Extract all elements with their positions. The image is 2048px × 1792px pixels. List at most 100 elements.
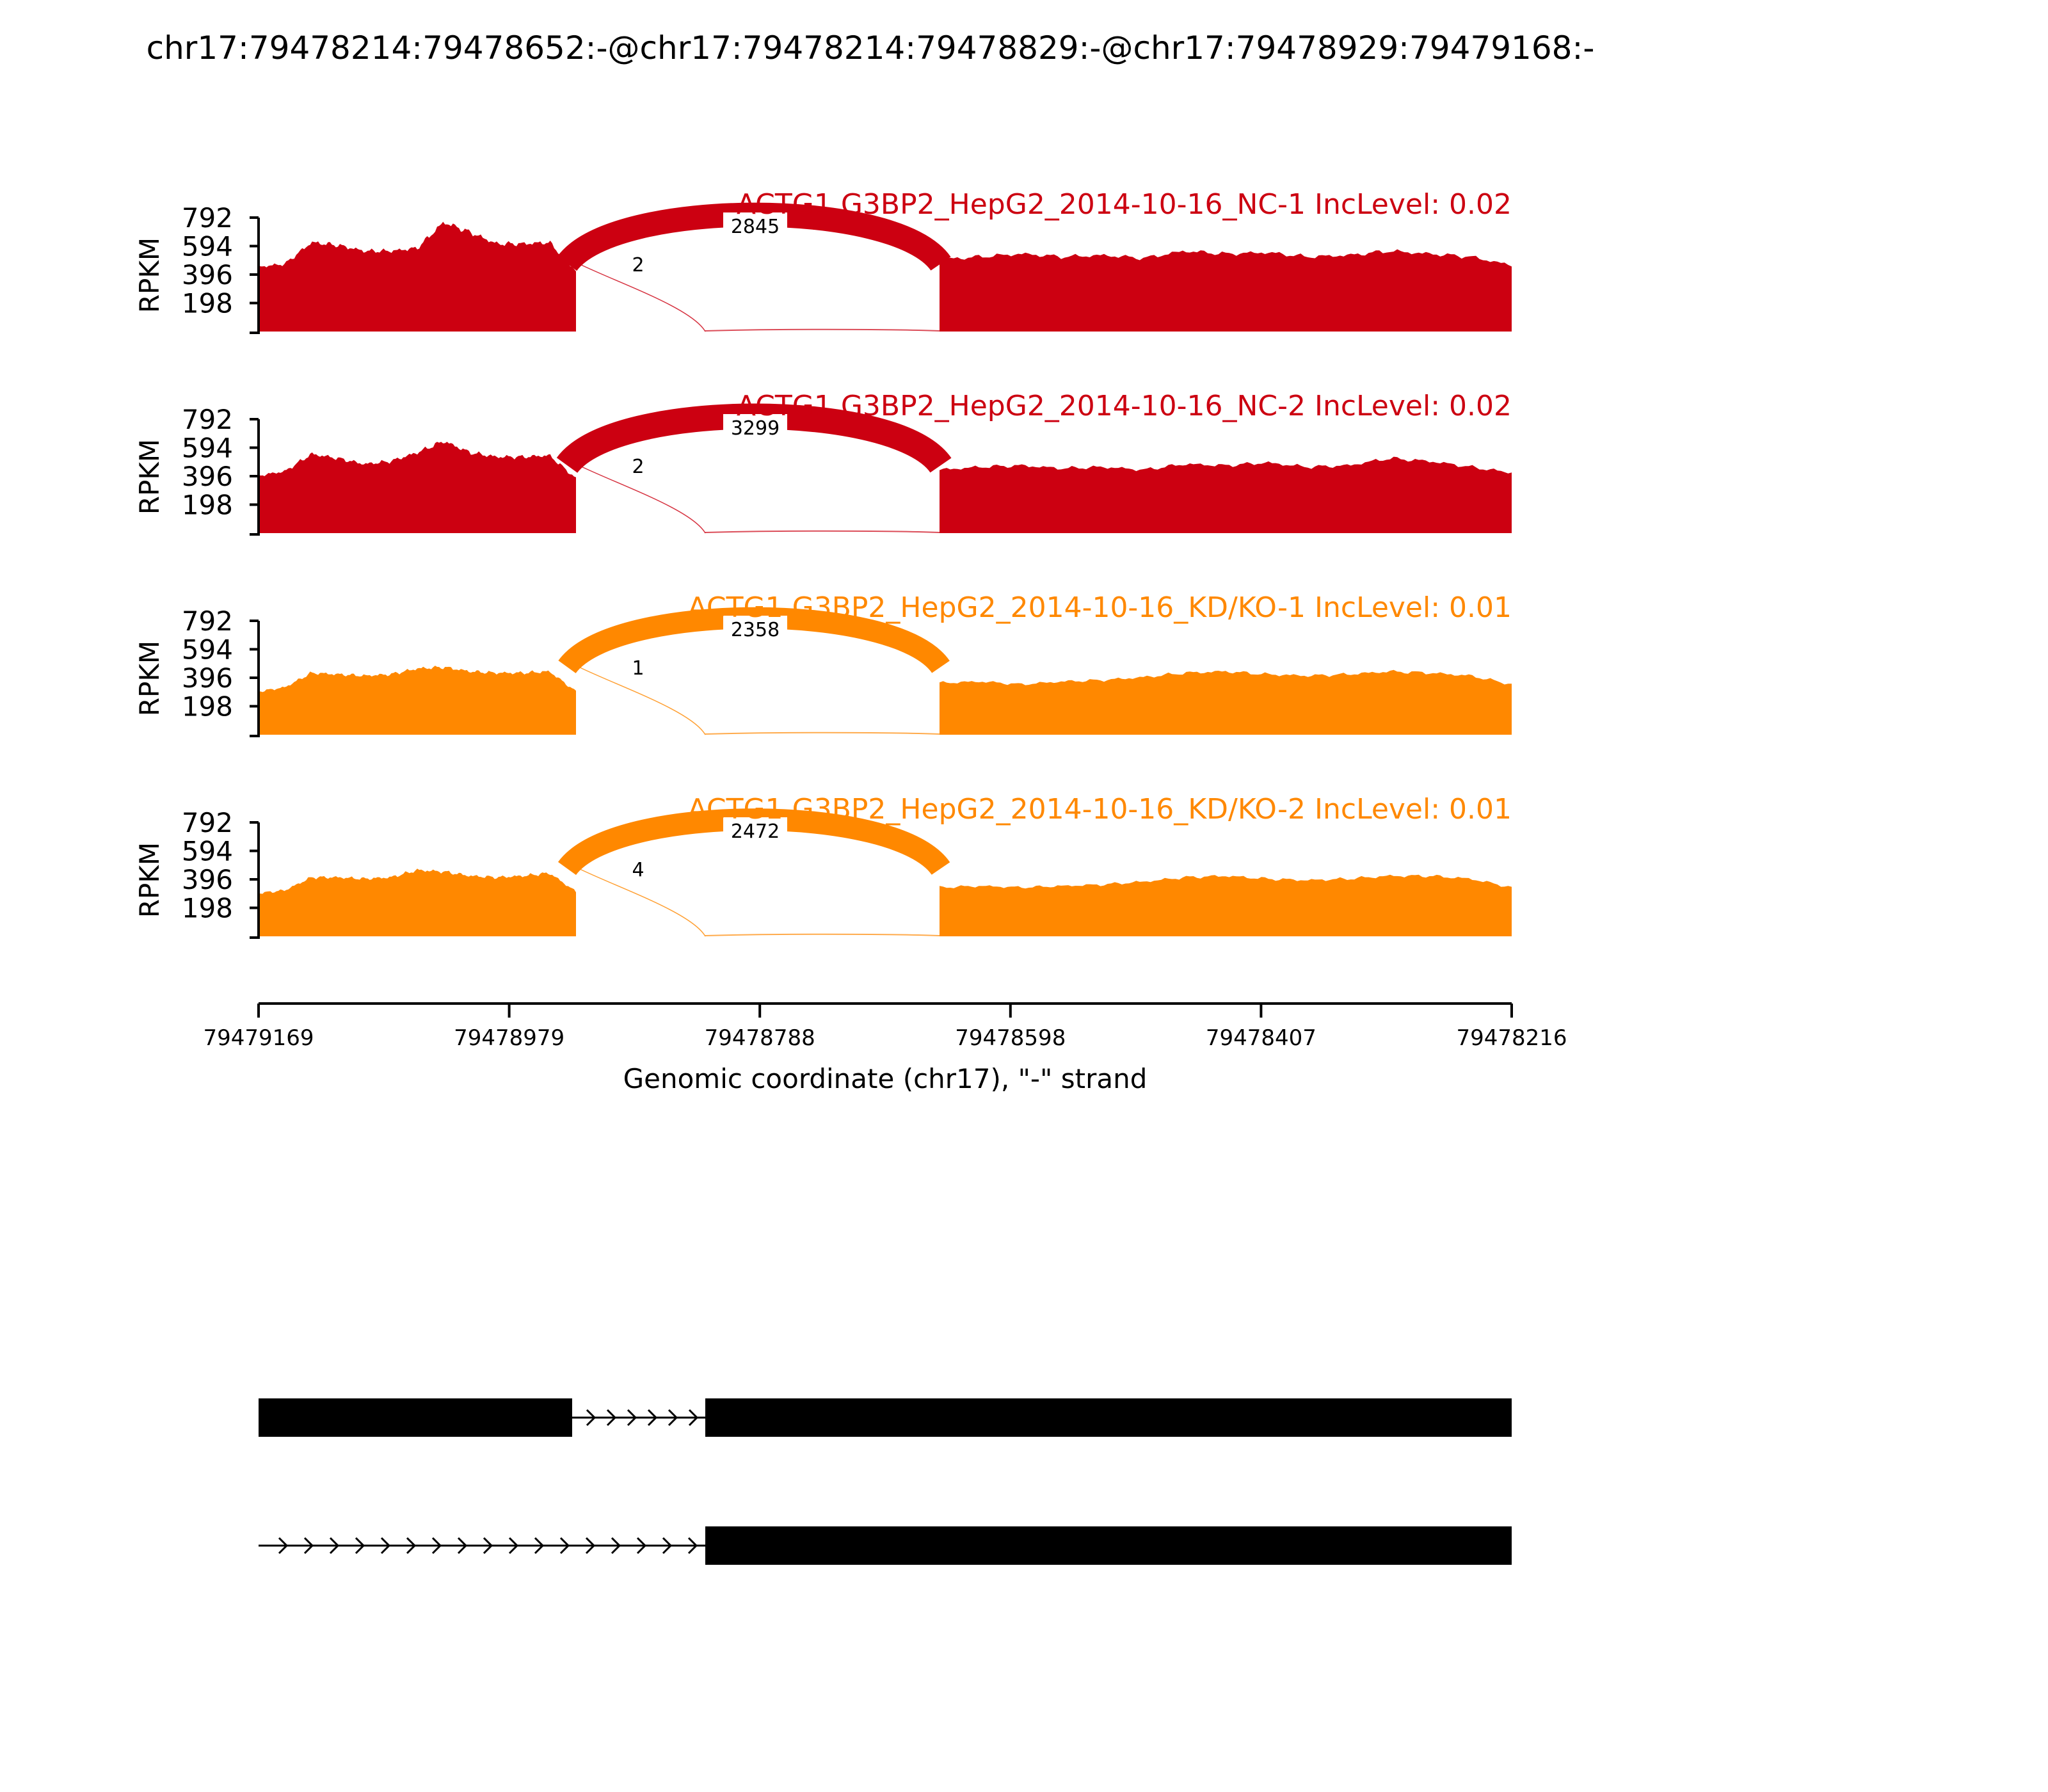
chevron [606,1409,617,1427]
y-axis-label: RPKM [134,641,165,716]
y-tick-label: 792 [182,404,233,435]
chevron [431,1537,442,1555]
y-tick-label: 792 [182,605,233,637]
chevron [534,1537,545,1555]
chevron [278,1537,289,1555]
x-tick-label: 79478979 [454,1025,564,1051]
junction-arc-inclusion-2 [705,732,940,735]
junction-arc-inclusion-2 [705,933,940,936]
coverage-exon-3 [940,874,1512,936]
junction-arc-inclusion [575,463,706,534]
y-tick-label: 198 [182,288,233,319]
x-tick-label: 79478407 [1206,1025,1316,1051]
junction-label-box [723,414,787,440]
y-tick-label: 198 [182,893,233,924]
chevron [380,1537,391,1555]
chevron [585,1537,596,1555]
y-tick-label: 198 [182,490,233,521]
y-tick-label: 594 [182,634,233,666]
chevron [687,1537,698,1555]
y-tick-label: 594 [182,231,233,262]
junction-label-box [723,212,787,238]
exon-2 [705,1398,937,1437]
exon-3 [934,1398,1512,1437]
junction-count-inclusion: 2 [632,456,644,478]
track-title: ACTG1 G3BP2_HepG2_2014-10-16_KD/KO-1 Inc… [688,591,1512,624]
y-tick-label: 792 [182,202,233,234]
chevron [329,1537,340,1555]
y-tick-label: 396 [182,461,233,492]
junction-count-inclusion: 4 [632,859,644,881]
junction-arc-inclusion [575,262,706,332]
junction-label-box [723,817,787,843]
coverage-exon-1 [259,868,576,936]
x-axis: 79479169 79478979 79478788 79478598 79478407… [203,1002,1567,1094]
junction-label-box [616,251,660,278]
y-tick-label: 396 [182,864,233,895]
junction-count-skipping: 2358 [731,619,780,641]
junction-label-box [616,654,660,681]
coverage-exon-3 [940,249,1512,332]
chevron [647,1409,658,1427]
chevron [611,1537,621,1555]
y-tick-label: 198 [182,691,233,723]
exon-3 [934,1526,1512,1565]
chevron [636,1537,647,1555]
coverage-exon-1 [259,442,576,533]
x-tick-label: 79479169 [203,1025,314,1051]
junction-count-inclusion: 2 [632,254,644,276]
junction-count-skipping: 2472 [731,820,780,843]
coverage-exon-1 [259,221,576,332]
junction-arc-inclusion [575,665,706,735]
y-tick-label: 396 [182,662,233,694]
figure-title: chr17:79478214:79478652:-@chr17:79478214… [147,29,1595,67]
y-axis-label: RPKM [134,439,165,515]
chevron [688,1409,699,1427]
chevron [355,1537,365,1555]
track-title: ACTG1 G3BP2_HepG2_2014-10-16_NC-1 IncLev… [737,188,1512,221]
x-axis-ticks: 79479169 79478979 79478788 79478598 79478407… [203,1004,1567,1051]
intron-chevrons [586,1409,699,1427]
chevron [303,1537,314,1555]
exon-1 [259,1398,572,1437]
junction-label-box [616,452,660,479]
exon-2 [705,1526,937,1565]
chevron [483,1537,493,1555]
transcript-models [259,1398,1512,1565]
junction-arc-inclusion-2 [705,328,940,332]
x-tick-label: 79478788 [705,1025,815,1051]
intron-chevrons [278,1537,698,1555]
junction-arc-inclusion-2 [705,530,940,533]
y-axis-label: RPKM [134,842,165,918]
chevron [662,1537,673,1555]
junction-count-inclusion: 1 [632,657,644,680]
y-tick-label: 594 [182,433,233,464]
track-title: ACTG1 G3BP2_HepG2_2014-10-16_NC-2 IncLev… [737,390,1512,422]
y-axis-label: RPKM [134,237,165,313]
coverage-exon-3 [940,669,1512,735]
junction-count-skipping: 2845 [731,216,780,238]
y-tick-label: 396 [182,259,233,291]
junction-label-box [723,616,787,641]
x-tick-label: 79478598 [955,1025,1066,1051]
y-tick-label: 792 [182,807,233,838]
junction-label-box [616,856,660,883]
chevron [668,1409,678,1427]
chevron [457,1537,468,1555]
chevron [559,1537,570,1555]
chevron [406,1537,417,1555]
transcript-inclusion [259,1398,1512,1437]
coverage-exon-1 [259,666,576,735]
x-tick-label: 79478216 [1456,1025,1567,1051]
coverage-exon-3 [940,456,1512,533]
chevron [586,1409,596,1427]
transcript-skipping [259,1526,1512,1565]
x-axis-label: Genomic coordinate (chr17), "-" strand [623,1063,1148,1094]
track-title: ACTG1 G3BP2_HepG2_2014-10-16_KD/KO-2 Inc… [688,793,1512,826]
